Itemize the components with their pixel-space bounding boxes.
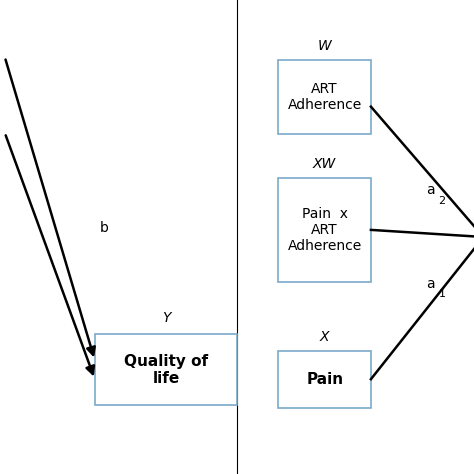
Text: XW: XW xyxy=(313,156,337,171)
Text: ART
Adherence: ART Adherence xyxy=(288,82,362,112)
Text: a: a xyxy=(427,277,435,292)
Text: b: b xyxy=(100,220,109,235)
FancyBboxPatch shape xyxy=(279,61,371,134)
FancyBboxPatch shape xyxy=(279,351,371,408)
Text: Y: Y xyxy=(162,310,170,325)
Text: a: a xyxy=(427,182,435,197)
FancyBboxPatch shape xyxy=(95,334,237,405)
FancyBboxPatch shape xyxy=(279,178,371,282)
Text: X: X xyxy=(320,329,329,344)
Text: Pain: Pain xyxy=(306,372,343,387)
Text: Pain  x
ART
Adherence: Pain x ART Adherence xyxy=(288,207,362,253)
Text: W: W xyxy=(318,39,332,54)
Text: 1: 1 xyxy=(438,289,446,299)
Text: 2: 2 xyxy=(438,196,446,207)
Text: Quality of
life: Quality of life xyxy=(124,354,208,386)
